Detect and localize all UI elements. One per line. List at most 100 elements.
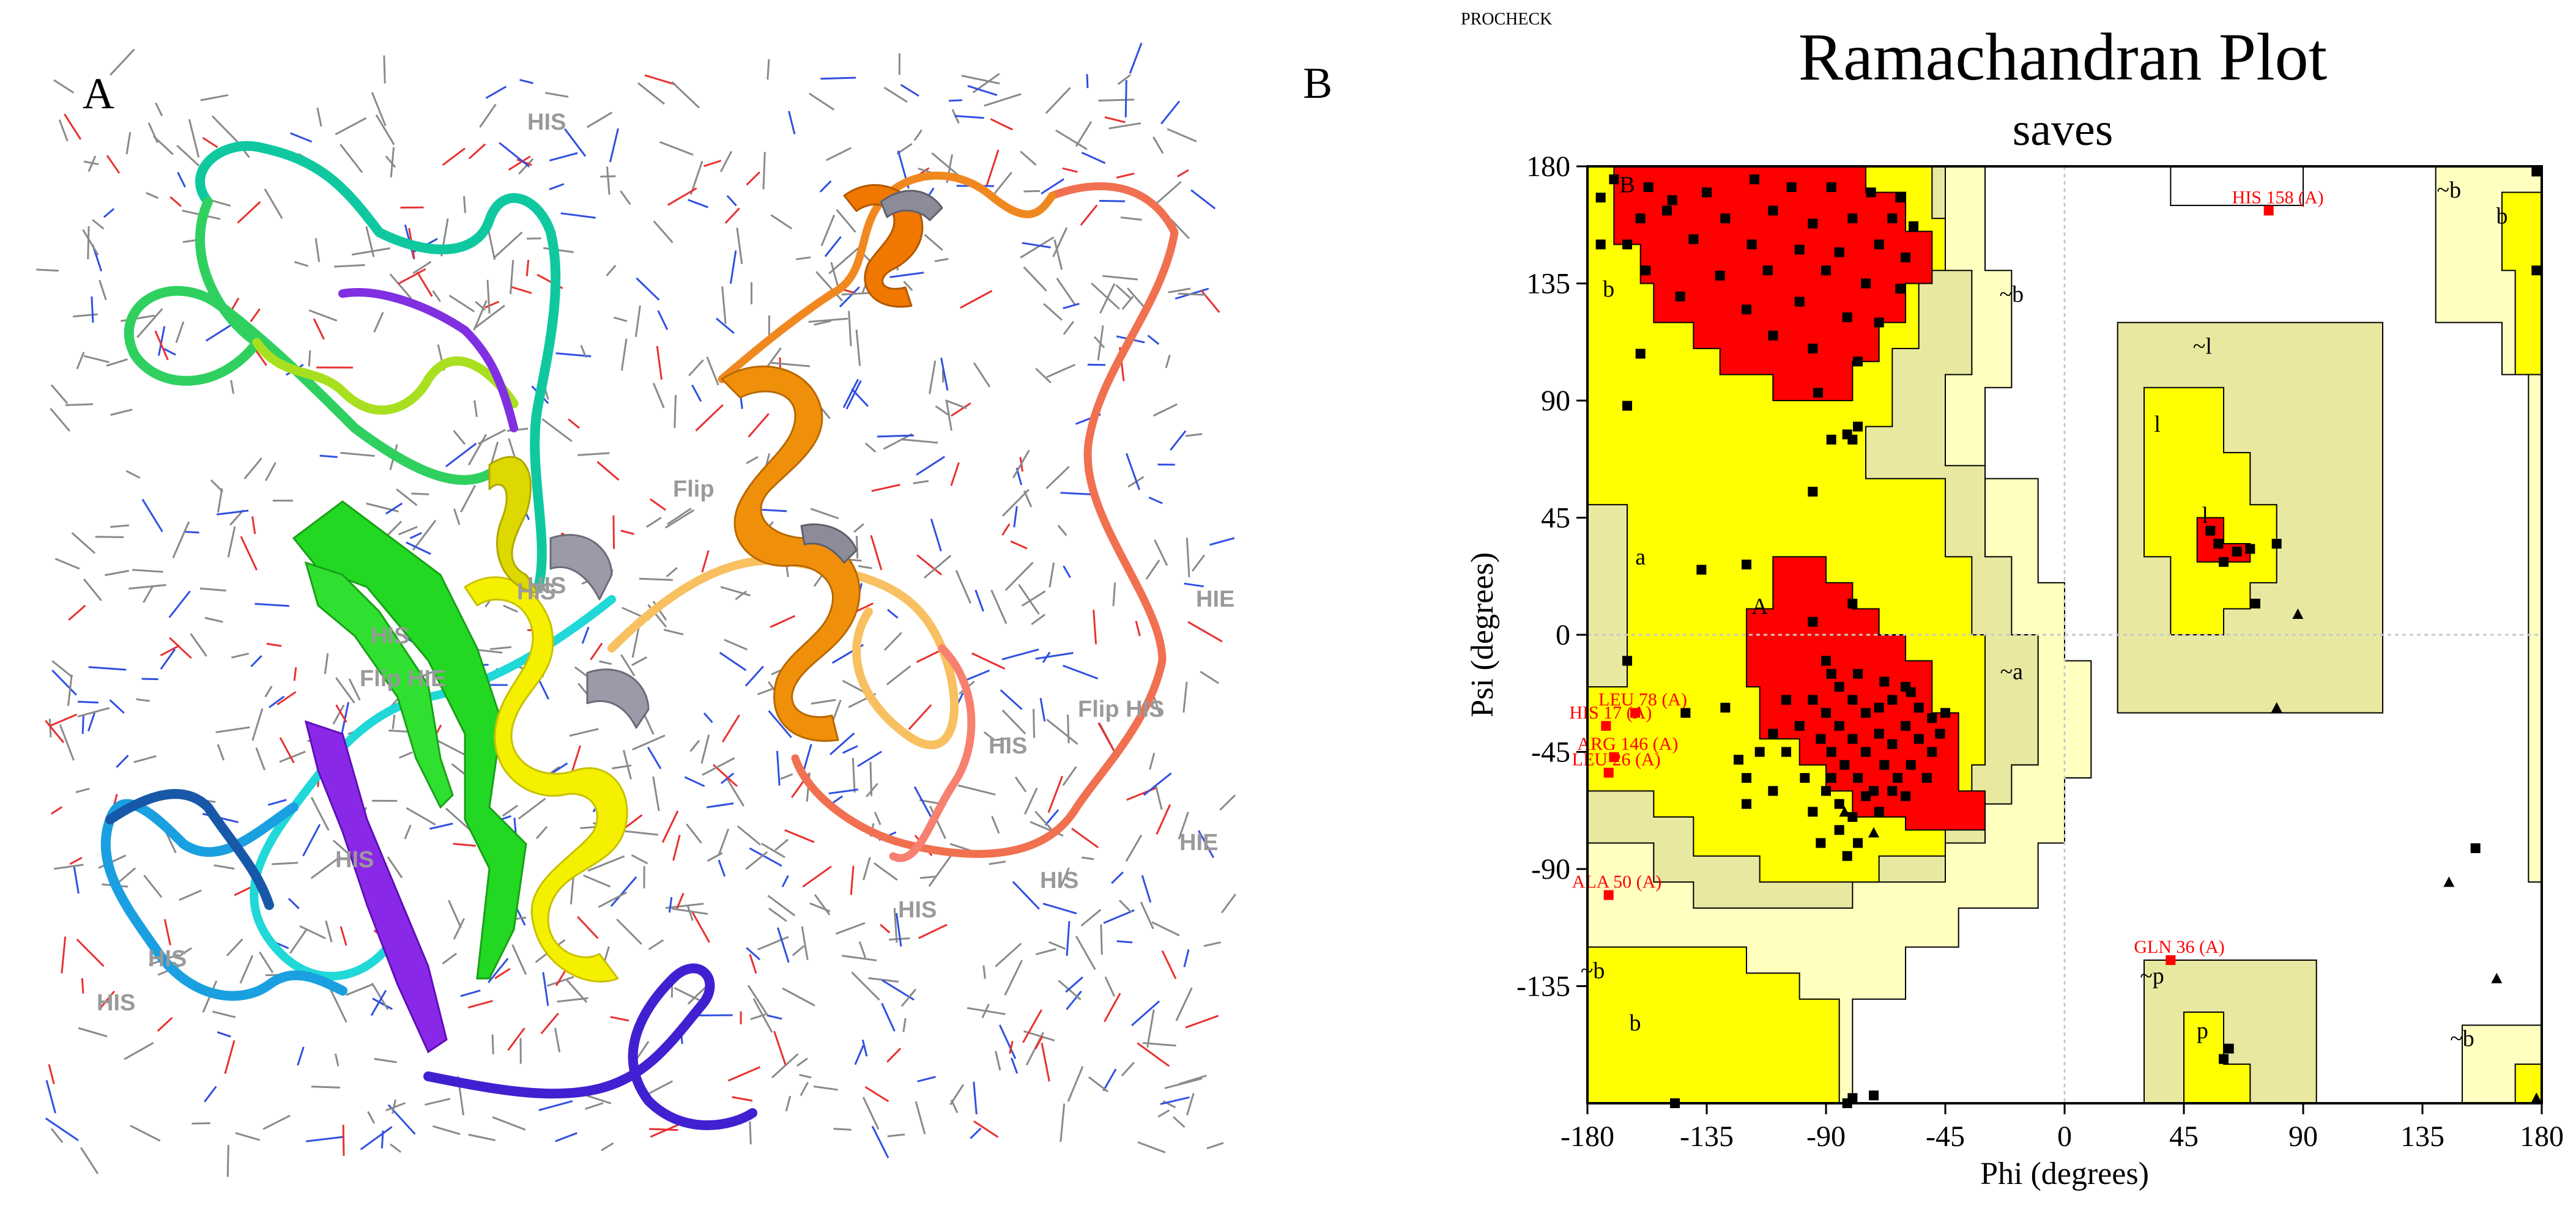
residue-point-108 bbox=[1742, 799, 1751, 809]
stick-116 bbox=[1047, 775, 1064, 813]
stick-98 bbox=[634, 305, 641, 337]
stick-112 bbox=[732, 1096, 753, 1102]
ribbon-loop-orange bbox=[718, 171, 1056, 383]
stick-851 bbox=[98, 990, 116, 1010]
residue-point-75 bbox=[1869, 786, 1879, 796]
stick-632 bbox=[971, 652, 1006, 670]
stick-379 bbox=[820, 215, 836, 246]
stick-732 bbox=[580, 344, 587, 358]
stick-556 bbox=[1167, 128, 1197, 142]
stick-755 bbox=[212, 1010, 236, 1018]
chart-subtitle: saves bbox=[2013, 104, 2114, 155]
stick-736 bbox=[404, 824, 412, 840]
residue-point-105 bbox=[1781, 695, 1791, 705]
stick-80 bbox=[871, 484, 900, 492]
y-tick-label-3: 45 bbox=[1541, 502, 1570, 535]
stick-811 bbox=[688, 199, 709, 209]
stick-501 bbox=[172, 521, 190, 558]
stick-441 bbox=[147, 122, 158, 143]
region-label-2: ~b bbox=[2000, 281, 2024, 307]
y-tick-label-1: 135 bbox=[1526, 268, 1570, 300]
stick-599 bbox=[163, 348, 176, 356]
stick-635 bbox=[374, 1057, 397, 1063]
stick-477 bbox=[850, 865, 855, 895]
residue-point-54 bbox=[1834, 682, 1844, 692]
stick-382 bbox=[36, 268, 59, 272]
residue-point-69 bbox=[1901, 720, 1910, 731]
stick-68 bbox=[873, 862, 898, 881]
stick-461 bbox=[918, 923, 948, 939]
stick-315 bbox=[768, 908, 787, 922]
residue-point-85 bbox=[1847, 812, 1858, 822]
stick-387 bbox=[851, 388, 869, 407]
stick-813 bbox=[311, 1086, 341, 1089]
stick-751 bbox=[800, 1082, 809, 1097]
stick-784 bbox=[1140, 901, 1154, 930]
stick-95 bbox=[51, 669, 77, 696]
stick-555 bbox=[668, 897, 673, 913]
y-tick-label-0: 180 bbox=[1526, 150, 1570, 183]
residue-point-21 bbox=[1834, 247, 1844, 257]
stick-270 bbox=[453, 508, 461, 525]
x-tick-label-5: 45 bbox=[2169, 1120, 2199, 1153]
outlier-point-6 bbox=[2166, 955, 2176, 965]
region-label-15: ~b bbox=[2450, 1026, 2474, 1051]
residue-point-50 bbox=[1808, 616, 1818, 627]
stick-353 bbox=[240, 536, 258, 571]
stick-652 bbox=[889, 272, 924, 278]
stick-806 bbox=[1043, 303, 1063, 321]
stick-540 bbox=[667, 187, 697, 206]
plot-area: Bb ~b ~l l l a A ~a ~b b ~p p ~b b ~b HIS 158 (A) LEU 7… bbox=[1569, 165, 2543, 1108]
stick-853 bbox=[924, 234, 943, 251]
stick-154 bbox=[485, 86, 507, 99]
ribbon-loop-indigo bbox=[423, 963, 757, 1130]
stick-854 bbox=[1093, 336, 1105, 349]
residue-point-39 bbox=[1595, 239, 1606, 250]
stick-747 bbox=[596, 461, 620, 481]
stick-671 bbox=[672, 908, 708, 915]
stick-610 bbox=[610, 1016, 629, 1022]
stick-544 bbox=[674, 987, 704, 1004]
stick-447 bbox=[308, 309, 338, 322]
residue-point-53 bbox=[1826, 668, 1836, 679]
stick-426 bbox=[1023, 490, 1033, 508]
panel-a-letter: A bbox=[83, 69, 114, 118]
stick-613 bbox=[87, 155, 97, 172]
stick-73 bbox=[542, 972, 549, 1006]
stick-749 bbox=[217, 1031, 231, 1038]
stick-192 bbox=[1125, 834, 1143, 862]
stick-585 bbox=[76, 352, 85, 369]
stick-250 bbox=[719, 651, 747, 671]
stick-607 bbox=[893, 908, 898, 943]
glycine-point-6 bbox=[2531, 1092, 2542, 1103]
stick-770 bbox=[545, 92, 569, 98]
residue-point-97 bbox=[1808, 807, 1818, 817]
stick-339 bbox=[51, 660, 73, 678]
stick-498 bbox=[908, 704, 932, 730]
stick-694 bbox=[974, 590, 984, 612]
stick-532 bbox=[970, 1127, 982, 1139]
stick-797 bbox=[1062, 167, 1078, 173]
stick-731 bbox=[367, 1111, 376, 1124]
stick-846 bbox=[747, 985, 768, 1016]
stick-0 bbox=[48, 1064, 55, 1084]
residue-point-61 bbox=[1927, 713, 1937, 723]
ribbon-loop-blue bbox=[100, 799, 347, 1001]
stick-640 bbox=[724, 207, 740, 224]
stick-419 bbox=[1088, 1076, 1109, 1093]
stick-833 bbox=[1039, 698, 1046, 722]
stick-763 bbox=[334, 264, 365, 268]
stick-602 bbox=[1141, 875, 1152, 903]
y-axis-label: Psi (degrees) bbox=[1465, 552, 1500, 717]
stick-33 bbox=[387, 1104, 416, 1135]
stick-253 bbox=[340, 451, 375, 457]
stick-359 bbox=[839, 286, 860, 308]
stick-870 bbox=[700, 734, 710, 764]
stick-492 bbox=[656, 346, 663, 380]
stick-413 bbox=[647, 747, 662, 769]
stick-87 bbox=[50, 1128, 64, 1144]
residue-label-10: HIS bbox=[898, 897, 937, 923]
stick-252 bbox=[1080, 204, 1098, 226]
stick-521 bbox=[302, 824, 321, 857]
stick-421 bbox=[473, 300, 488, 331]
